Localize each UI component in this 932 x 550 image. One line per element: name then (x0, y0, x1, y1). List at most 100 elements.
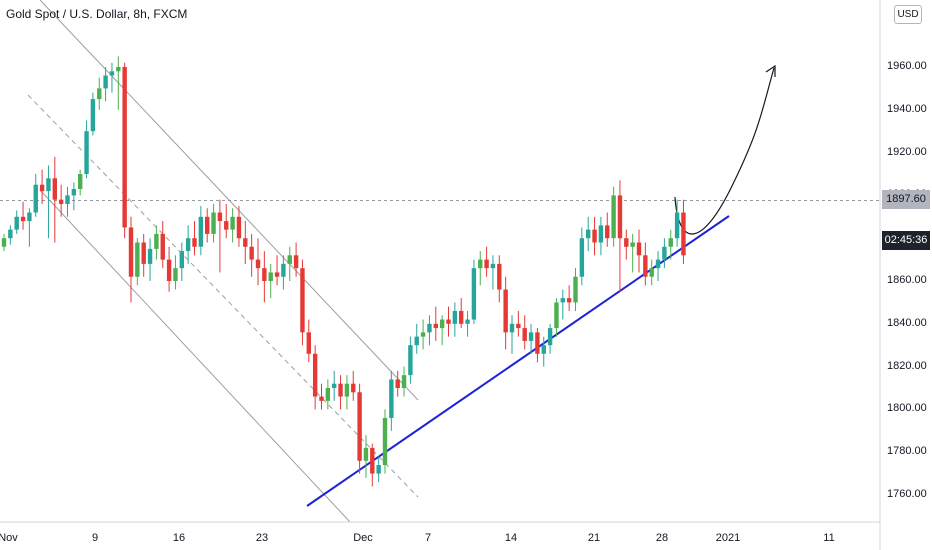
candle-body (560, 298, 565, 303)
candle (116, 56, 121, 110)
currency-button[interactable]: USD (894, 5, 922, 24)
candle (166, 246, 172, 292)
candle (135, 238, 140, 286)
candle (230, 208, 235, 243)
candle-body (39, 184, 45, 192)
candle (516, 310, 521, 337)
candle-body (224, 221, 229, 230)
candle (382, 409, 388, 474)
candle (46, 165, 51, 239)
candle-body (185, 238, 191, 252)
candle-body (128, 227, 134, 277)
candle (84, 120, 89, 179)
candle-body (376, 465, 381, 474)
candle (427, 315, 432, 346)
candle-body (586, 229, 591, 239)
candle (103, 67, 108, 102)
time-tick-label: 9 (91, 532, 99, 544)
price-tick-label: 1860.00 (887, 274, 927, 286)
candle (389, 370, 394, 431)
candle-body (649, 268, 654, 277)
candle-body (274, 272, 280, 277)
candle (439, 315, 445, 346)
candle (509, 315, 515, 354)
candle (211, 203, 216, 243)
candle-body (135, 242, 140, 277)
candle (503, 276, 508, 350)
candle-body (382, 417, 388, 466)
candle (217, 199, 223, 273)
candle-body (420, 332, 426, 337)
candle-body (363, 447, 369, 461)
candle (20, 201, 26, 230)
price-tick-label: 1940.00 (887, 102, 927, 115)
candle (592, 216, 597, 256)
candle-body (141, 242, 146, 264)
candle (370, 443, 375, 487)
candle (90, 92, 96, 136)
candle-body (414, 336, 419, 346)
candle-body (116, 67, 121, 72)
candle (351, 370, 356, 401)
candle-body (71, 188, 77, 196)
candle (579, 227, 585, 286)
projection-arrow (674, 67, 775, 235)
candle (319, 383, 324, 410)
candle (65, 186, 70, 217)
candle-body (554, 302, 559, 329)
candle-body (109, 71, 115, 76)
candle (325, 379, 331, 410)
time-tick-label: 11 (823, 532, 835, 544)
channel-mid-line (27, 94, 419, 498)
candle (198, 206, 204, 256)
candle (14, 210, 19, 234)
time-tick-label: 14 (504, 532, 518, 544)
candle (122, 62, 127, 239)
time-tick-label: 16 (172, 532, 186, 544)
candle (535, 328, 540, 363)
candle (471, 259, 477, 324)
candle (185, 225, 191, 264)
candle-body (1, 238, 7, 247)
candle (33, 174, 38, 217)
candle (332, 370, 337, 401)
candle-body (268, 272, 273, 281)
candle-body (122, 67, 127, 228)
candle (338, 375, 343, 410)
candle-body (20, 216, 26, 222)
candle-body (598, 225, 604, 243)
price-tick-label: 1820.00 (887, 359, 927, 372)
candle-body (154, 233, 159, 249)
candle (630, 233, 635, 273)
channel-lower-line (39, 189, 351, 523)
candle (147, 238, 153, 281)
candle-body (516, 323, 521, 329)
candle-body (592, 229, 597, 243)
candle-body (643, 255, 648, 277)
candle (547, 323, 553, 354)
candle (401, 366, 407, 397)
candle-body (8, 229, 13, 239)
candle-body (605, 225, 610, 239)
candle-body (490, 263, 496, 269)
candle-body (497, 263, 502, 290)
candle-body (522, 328, 527, 341)
candle-body (166, 259, 172, 281)
candle (173, 255, 178, 290)
candle-body (370, 447, 375, 474)
time-tick-label: Nov (0, 532, 18, 544)
candle (611, 186, 616, 247)
arrow-head (765, 64, 776, 77)
candle (490, 255, 496, 290)
candle (8, 225, 13, 245)
candle-body (46, 178, 51, 192)
candle-body (192, 238, 197, 247)
candle (636, 229, 642, 273)
candle (52, 156, 57, 243)
candle-body (103, 75, 108, 89)
time-tick-label: Dec (353, 532, 373, 544)
time-tick-label: 2021 (715, 532, 741, 544)
candle (414, 323, 419, 354)
candle-body (662, 246, 667, 260)
